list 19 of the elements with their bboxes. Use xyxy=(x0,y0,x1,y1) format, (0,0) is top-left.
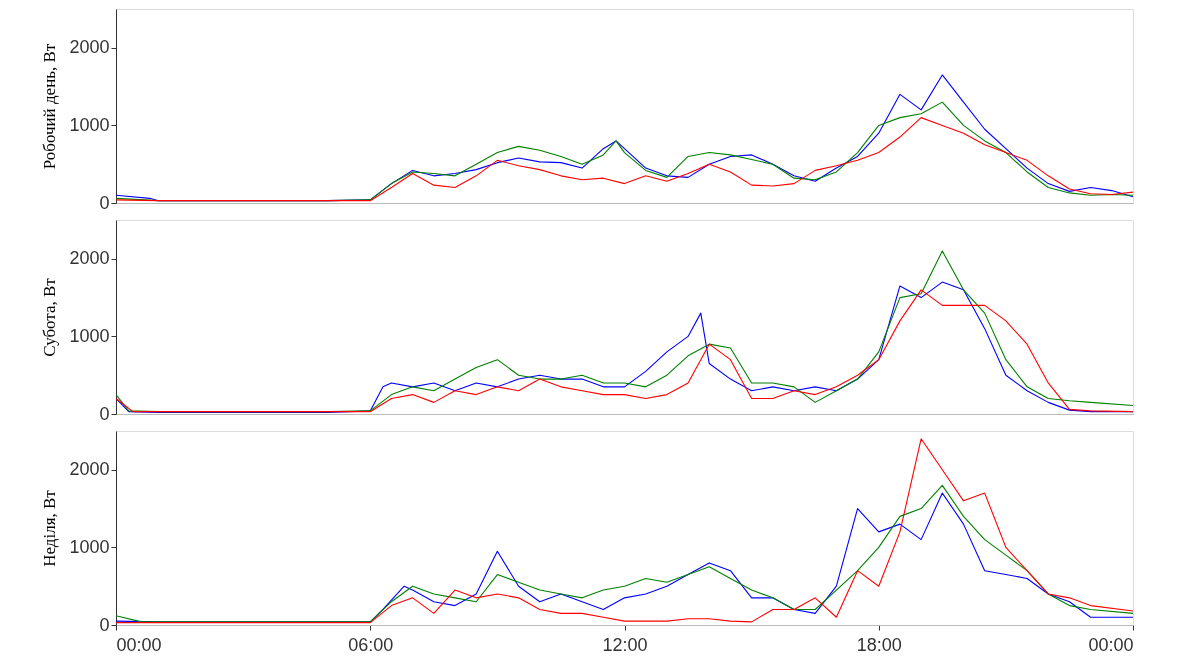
y-tick-label: 0 xyxy=(99,192,110,213)
y-tick-label: 2000 xyxy=(69,37,110,58)
y-tick-label: 2000 xyxy=(69,459,110,480)
y-tick-label: 1000 xyxy=(69,536,110,557)
x-tick-label: 18:00 xyxy=(856,634,902,655)
y-tick-label: 2000 xyxy=(69,248,110,269)
y-axis-title: Субота, Вт xyxy=(40,277,60,357)
y-tick-label: 0 xyxy=(99,614,110,635)
x-tick-label: 00:00 xyxy=(116,634,162,655)
y-axis-title: Робочий день, Вт xyxy=(40,43,60,170)
y-tick-label: 0 xyxy=(99,403,110,424)
line-series xyxy=(116,438,1133,624)
y-tick-label: 1000 xyxy=(69,114,110,135)
x-tick-label: 00:00 xyxy=(1088,634,1134,655)
line-series xyxy=(116,117,1133,202)
x-tick-label: 06:00 xyxy=(348,634,394,655)
x-tick-label: 12:00 xyxy=(602,634,648,655)
y-tick-label: 1000 xyxy=(69,325,110,346)
y-axis-title: Неділя, Вт xyxy=(40,489,60,567)
